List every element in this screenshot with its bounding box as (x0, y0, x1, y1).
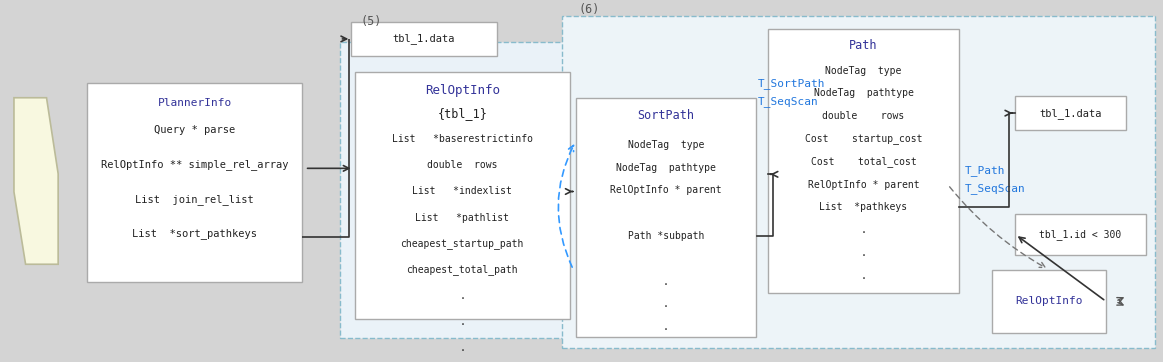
Text: {tbl_1}: {tbl_1} (437, 108, 487, 121)
Text: (5): (5) (361, 15, 381, 28)
FancyBboxPatch shape (562, 16, 1155, 348)
Text: Cost    total_cost: Cost total_cost (811, 156, 916, 167)
Text: NodeTag  type: NodeTag type (826, 66, 901, 76)
Text: .: . (861, 248, 866, 258)
Text: List  *pathkeys: List *pathkeys (820, 202, 907, 212)
FancyBboxPatch shape (768, 29, 959, 293)
Text: .: . (861, 225, 866, 235)
Text: NodeTag  pathtype: NodeTag pathtype (814, 88, 913, 98)
Text: .: . (663, 277, 669, 287)
FancyBboxPatch shape (355, 72, 570, 319)
Text: cheapest_total_path: cheapest_total_path (407, 264, 518, 275)
Text: RelOptInfo: RelOptInfo (1015, 296, 1083, 306)
Text: cheapest_startup_path: cheapest_startup_path (400, 238, 525, 249)
Text: List   *baserestrictinfo: List *baserestrictinfo (392, 134, 533, 144)
Text: List   *indexlist: List *indexlist (413, 186, 512, 197)
Text: (6): (6) (578, 3, 599, 16)
Text: tbl_1.data: tbl_1.data (393, 33, 455, 45)
Text: Query * parse: Query * parse (155, 125, 235, 135)
FancyBboxPatch shape (576, 98, 756, 337)
Text: double    rows: double rows (822, 111, 905, 121)
Text: Path: Path (849, 39, 878, 52)
Text: .: . (861, 271, 866, 281)
FancyBboxPatch shape (87, 83, 302, 282)
Text: double  rows: double rows (427, 160, 498, 171)
Text: SortPath: SortPath (637, 109, 694, 122)
Text: RelOptInfo ** simple_rel_array: RelOptInfo ** simple_rel_array (101, 159, 288, 170)
Text: T_SeqScan: T_SeqScan (758, 96, 819, 107)
FancyBboxPatch shape (992, 270, 1106, 333)
Text: tbl_1.id < 300: tbl_1.id < 300 (1040, 229, 1121, 240)
FancyBboxPatch shape (351, 22, 497, 56)
Text: PlannerInfo: PlannerInfo (158, 98, 231, 108)
Text: List  join_rel_list: List join_rel_list (135, 194, 255, 205)
Text: NodeTag  pathtype: NodeTag pathtype (616, 163, 715, 173)
Text: Cost    startup_cost: Cost startup_cost (805, 134, 922, 144)
Text: .: . (663, 322, 669, 332)
Text: NodeTag  type: NodeTag type (628, 140, 704, 150)
Text: List   *pathlist: List *pathlist (415, 212, 509, 223)
Text: .: . (459, 343, 465, 353)
Text: .: . (459, 291, 465, 301)
Text: tbl_1.data: tbl_1.data (1040, 108, 1101, 119)
Text: T_SortPath: T_SortPath (758, 78, 826, 89)
Text: RelOptInfo: RelOptInfo (424, 84, 500, 97)
Text: RelOptInfo * parent: RelOptInfo * parent (808, 180, 919, 190)
Text: List  *sort_pathkeys: List *sort_pathkeys (133, 228, 257, 239)
Text: Path *subpath: Path *subpath (628, 231, 704, 241)
Text: .: . (663, 299, 669, 310)
Text: T_SeqScan: T_SeqScan (965, 183, 1026, 194)
FancyBboxPatch shape (1015, 214, 1146, 255)
FancyBboxPatch shape (340, 42, 578, 338)
FancyBboxPatch shape (1015, 96, 1126, 130)
Text: T_Path: T_Path (965, 165, 1006, 176)
Text: .: . (459, 317, 465, 327)
Text: RelOptInfo * parent: RelOptInfo * parent (611, 185, 721, 195)
Polygon shape (14, 98, 58, 264)
